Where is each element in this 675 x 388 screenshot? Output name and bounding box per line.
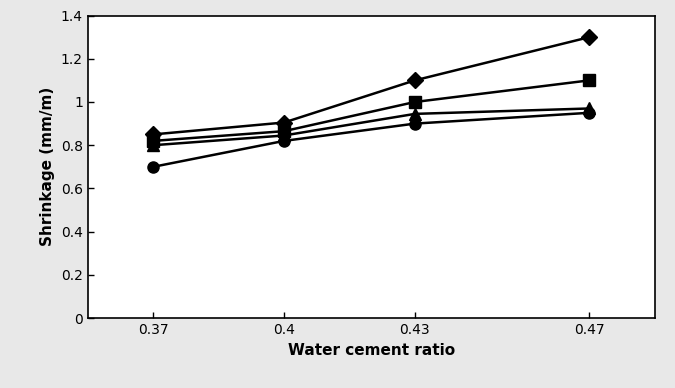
Y-axis label: Shrinkage (mm/m): Shrinkage (mm/m)	[40, 87, 55, 246]
X-axis label: Water cement ratio: Water cement ratio	[288, 343, 455, 358]
